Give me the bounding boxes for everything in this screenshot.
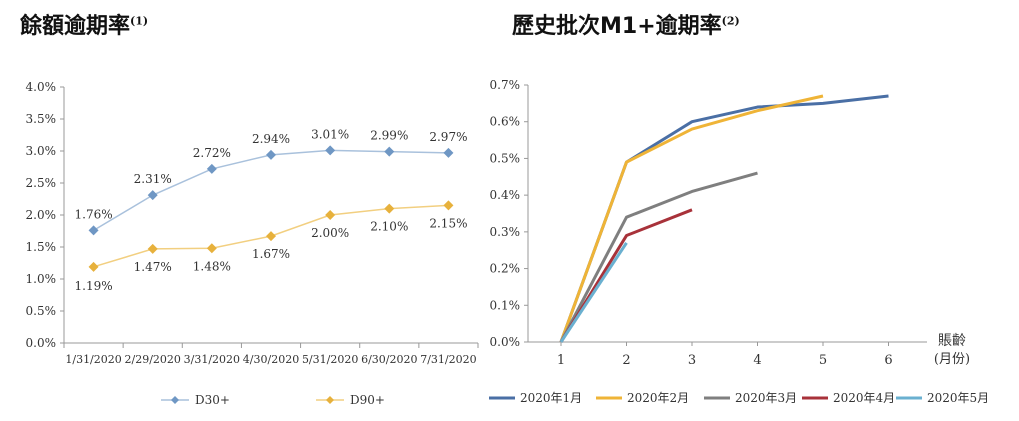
right-series-line-2020年5月 [559, 242, 628, 343]
left-data-label-D90+: 2.15% [429, 216, 467, 230]
right-y-tick-label: 0.3% [490, 225, 521, 239]
right-y-tick-label: 0.1% [490, 298, 521, 312]
right-x-tick-label: 6 [884, 353, 892, 368]
right-chart-footnote-mark: (2) [721, 14, 740, 28]
left-y-tick-label: 2.5% [26, 176, 57, 190]
left-data-label-D30+: 1.76% [75, 207, 113, 221]
left-chart-title: 餘額逾期率(1) [20, 8, 148, 40]
left-y-tick-label: 3.5% [26, 112, 57, 126]
left-legend-marker-D30+ [171, 396, 179, 404]
left-data-label-D30+: 2.31% [134, 172, 172, 186]
left-data-label-D90+: 2.00% [311, 226, 349, 240]
left-x-tick-label: 2/29/2020 [125, 353, 181, 366]
left-data-label-D30+: 2.72% [193, 146, 231, 160]
left-data-point-D30+ [325, 145, 336, 156]
left-x-tick-label: 5/31/2020 [302, 353, 358, 366]
left-x-tick-label: 4/30/2020 [243, 353, 299, 366]
left-data-point-D90+ [384, 203, 395, 214]
left-y-tick-label: 0.5% [26, 304, 57, 318]
left-data-label-D90+: 1.67% [252, 247, 290, 261]
right-series-line-2020年1月 [559, 94, 889, 343]
right-legend-label-2020年2月: 2020年2月 [627, 391, 689, 405]
right-series-line-2020年4月 [559, 208, 693, 343]
right-y-tick-label: 0.6% [490, 115, 521, 129]
right-y-tick-label: 0.5% [490, 151, 521, 165]
right-series-line-2020年2月 [559, 94, 824, 343]
right-y-tick-label: 0.2% [490, 262, 521, 276]
left-data-label-D30+: 3.01% [311, 127, 349, 141]
left-data-label-D30+: 2.99% [370, 129, 408, 143]
right-y-tick-label: 0.0% [490, 335, 521, 349]
left-x-tick-label: 6/30/2020 [361, 353, 417, 366]
left-legend-marker-D90+ [326, 396, 334, 404]
left-data-label-D90+: 1.48% [193, 259, 231, 273]
left-data-point-D30+ [443, 147, 454, 158]
left-y-tick-label: 3.0% [26, 144, 57, 158]
left-data-label-D90+: 1.47% [134, 260, 172, 274]
left-data-point-D30+ [88, 225, 99, 236]
right-x-axis-unit: (月份) [934, 352, 970, 367]
left-y-tick-label: 1.0% [26, 272, 57, 286]
right-legend-label-2020年4月: 2020年4月 [833, 391, 895, 405]
left-x-tick-label: 7/31/2020 [420, 353, 476, 366]
right-x-axis-label: 賬齡 [938, 333, 966, 349]
right-legend-label-2020年1月: 2020年1月 [520, 391, 582, 405]
left-data-point-D30+ [384, 146, 395, 157]
left-chart-footnote-mark: (1) [130, 14, 149, 28]
left-data-label-D90+: 1.19% [75, 279, 113, 293]
right-y-tick-label: 0.4% [490, 188, 521, 202]
left-data-point-D90+ [147, 243, 158, 254]
left-x-tick-label: 3/31/2020 [184, 353, 240, 366]
left-data-point-D30+ [266, 149, 276, 160]
left-series-line-D30+ [93, 149, 449, 232]
left-x-tick-label: 1/31/2020 [65, 353, 121, 366]
left-y-tick-label: 0.0% [26, 336, 57, 350]
right-legend-label-2020年5月: 2020年5月 [927, 391, 989, 405]
right-x-tick-label: 5 [819, 353, 827, 368]
right-x-tick-label: 3 [688, 353, 696, 368]
left-data-point-D30+ [147, 190, 158, 201]
left-data-point-D90+ [266, 231, 276, 242]
left-data-point-D90+ [206, 243, 217, 254]
left-y-tick-label: 1.5% [26, 240, 57, 254]
left-data-label-D90+: 2.10% [370, 220, 408, 234]
right-x-tick-label: 1 [557, 353, 565, 368]
right-chart-title-text: 歷史批次M1+逾期率 [512, 14, 722, 39]
left-legend-label-D30+: D30+ [195, 393, 230, 407]
left-y-tick-label: 4.0% [26, 80, 57, 94]
left-data-label-D30+: 2.94% [252, 132, 290, 146]
left-legend-label-D90+: D90+ [350, 393, 385, 407]
left-y-tick-label: 2.0% [26, 208, 57, 222]
right-x-tick-label: 4 [753, 353, 761, 368]
right-x-tick-label: 2 [622, 353, 630, 368]
left-data-point-D90+ [88, 261, 99, 272]
left-data-point-D90+ [443, 200, 454, 211]
right-legend-label-2020年3月: 2020年3月 [735, 391, 797, 405]
right-chart-title: 歷史批次M1+逾期率(2) [512, 8, 740, 40]
left-data-point-D90+ [325, 210, 336, 220]
left-data-label-D30+: 2.97% [429, 130, 467, 144]
right-y-tick-label: 0.7% [490, 78, 521, 92]
left-chart-title-text: 餘額逾期率 [20, 14, 131, 39]
right-series-line-2020年3月 [559, 171, 758, 343]
left-data-point-D30+ [206, 163, 217, 174]
